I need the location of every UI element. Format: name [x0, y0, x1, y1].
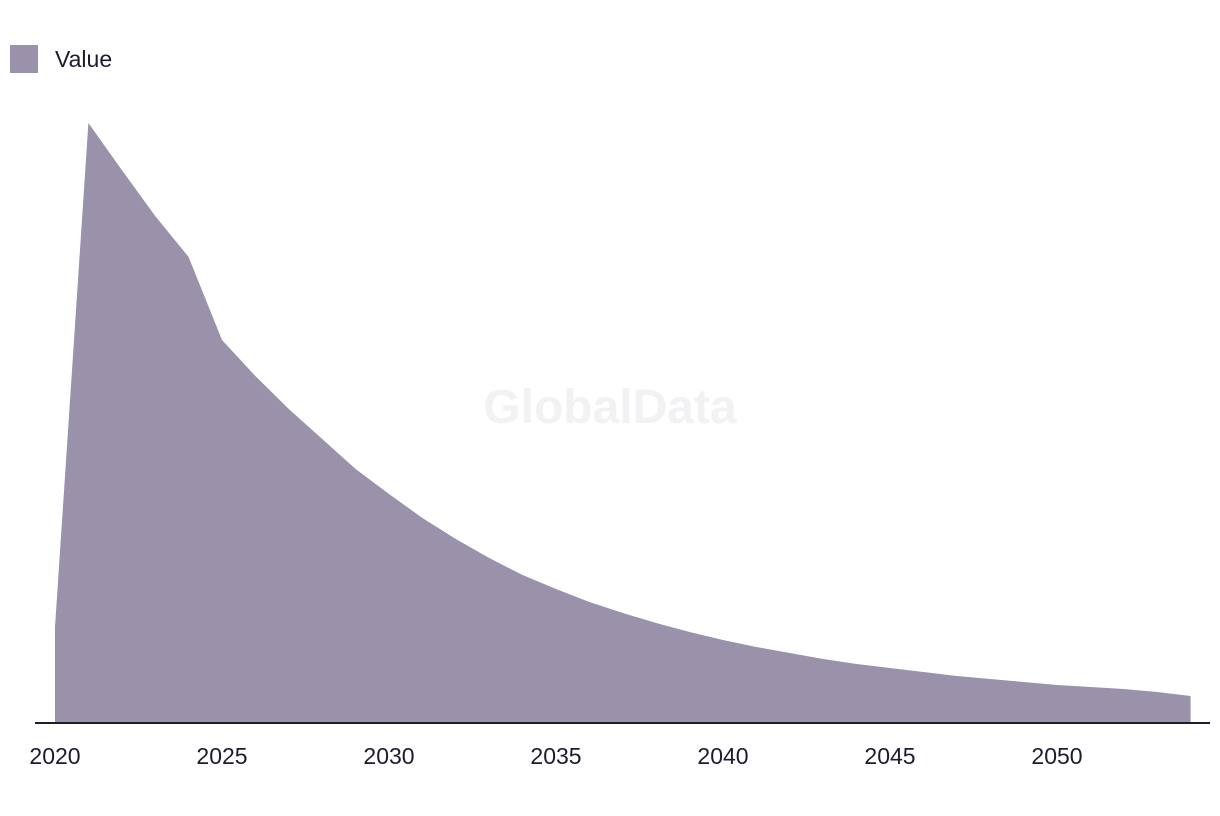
- x-tick-label: 2040: [697, 743, 748, 769]
- x-tick-label: 2020: [29, 743, 80, 769]
- x-tick-label: 2030: [363, 743, 414, 769]
- legend-label: Value: [55, 46, 113, 72]
- legend-swatch: [10, 45, 38, 73]
- x-axis-ticks: 2020 2025 2030 2035 2040 2045 2050: [29, 743, 1082, 769]
- x-tick-label: 2045: [864, 743, 915, 769]
- series-area-value: [55, 123, 1191, 723]
- x-tick-label: 2050: [1031, 743, 1082, 769]
- area-layer: [55, 123, 1191, 723]
- x-tick-label: 2035: [530, 743, 581, 769]
- legend: Value: [10, 44, 112, 74]
- x-tick-label: 2025: [196, 743, 247, 769]
